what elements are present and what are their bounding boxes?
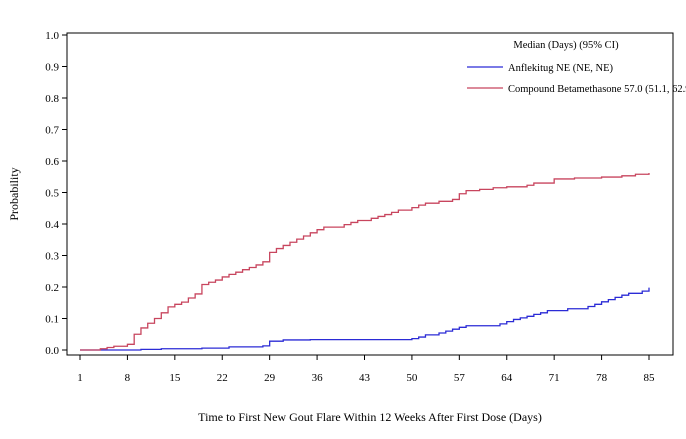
y-tick-label: 0.8 (45, 93, 59, 105)
x-tick-label: 64 (501, 372, 513, 384)
y-axis: 0.0 0.1 0.2 0.3 0.4 0.5 0.6 0.7 0.8 0.9 1.0 (45, 30, 67, 357)
series-layer (80, 172, 650, 351)
y-tick-label: 0.5 (45, 188, 59, 200)
x-axis: 1 8 15 22 29 36 43 50 57 64 71 78 85 (77, 355, 655, 384)
y-tick-label: 0.6 (45, 156, 59, 168)
y-tick-label: 0.4 (45, 219, 59, 231)
series-line-anflekitug (80, 287, 650, 351)
x-tick-label: 8 (125, 372, 131, 384)
x-tick-label: 85 (644, 372, 656, 384)
y-axis-title: Probability (7, 167, 21, 220)
legend-label-betamethasone: Compound Betamethasone 57.0 (51.1, 62.9) (508, 84, 686, 95)
x-tick-label: 29 (264, 372, 276, 384)
y-tick-label: 0.7 (45, 125, 59, 137)
y-tick-label: 0.1 (45, 314, 59, 326)
x-tick-label: 36 (312, 372, 324, 384)
y-tick-label: 0.0 (45, 345, 59, 357)
legend-label-anflekitug: Anflekitug NE (NE, NE) (508, 63, 613, 74)
y-tick-label: 0.3 (45, 251, 59, 263)
y-tick-label: 0.9 (45, 62, 59, 74)
x-tick-label: 50 (406, 372, 418, 384)
x-tick-label: 1 (77, 372, 83, 384)
x-tick-label: 22 (217, 372, 228, 384)
x-axis-title: Time to First New Gout Flare Within 12 W… (198, 410, 542, 424)
y-tick-label: 1.0 (45, 30, 59, 42)
series-line-betamethasone (80, 172, 650, 351)
x-tick-label: 71 (549, 372, 560, 384)
x-tick-label: 15 (169, 372, 181, 384)
legend: Median (Days) (95% CI) Anflekitug NE (NE… (467, 40, 686, 95)
plot-frame (66, 32, 674, 356)
y-tick-label: 0.2 (45, 282, 59, 294)
x-tick-label: 57 (454, 372, 466, 384)
x-tick-label: 78 (596, 372, 608, 384)
legend-title: Median (Days) (95% CI) (513, 40, 619, 51)
x-tick-label: 43 (359, 372, 371, 384)
